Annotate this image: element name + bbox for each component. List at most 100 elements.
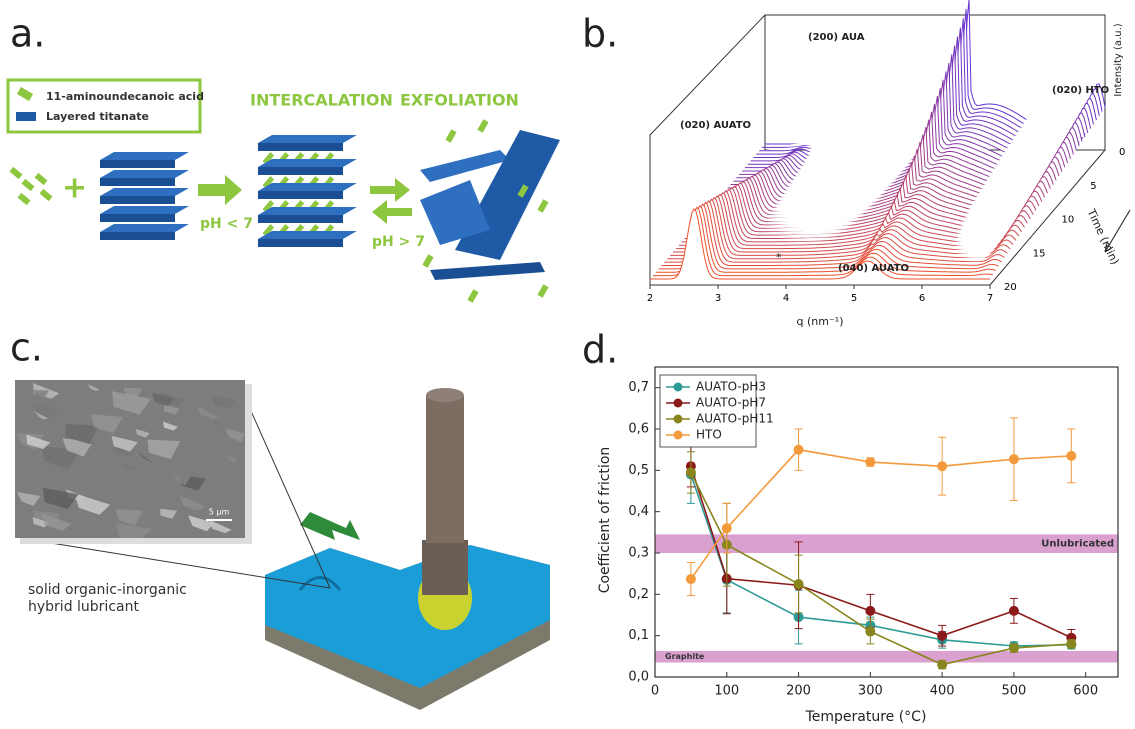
x-tick-label: 5	[851, 293, 857, 304]
legend-label: AUATO-pH3	[696, 380, 766, 394]
legend-marker	[674, 399, 683, 408]
arrow	[370, 178, 410, 202]
x-tick-label: 500	[1002, 684, 1027, 699]
axis-label: Time (min)	[1084, 206, 1121, 267]
slab-side	[100, 196, 175, 204]
slab-top	[100, 152, 189, 160]
point	[865, 627, 875, 637]
point	[686, 467, 696, 477]
band-label: Unlubricated	[1041, 539, 1114, 550]
lubricant-film	[265, 545, 550, 688]
molecule	[537, 199, 548, 212]
peak-label: (020) AUATO	[680, 120, 751, 131]
y-tick-label: 0,2	[628, 587, 649, 602]
series-line	[691, 472, 1071, 664]
point	[937, 631, 947, 641]
axis-label: q (nm⁻¹)	[797, 315, 844, 328]
panel-label: b.	[582, 12, 618, 56]
x-tick-label: 2	[647, 293, 653, 304]
molecule	[445, 129, 456, 142]
y-tick-label: 0,3	[628, 546, 649, 561]
x-tick-label: 7	[987, 293, 993, 304]
point	[865, 457, 875, 467]
time-tick-label: 5	[1090, 181, 1096, 192]
y-tick-label: 0,5	[628, 463, 649, 478]
time-tick-label: 10	[1062, 215, 1075, 226]
point	[937, 461, 947, 471]
slab-top	[100, 188, 189, 196]
slab-top	[100, 170, 189, 178]
legend-marker	[674, 383, 683, 392]
x-tick-label: 300	[858, 684, 883, 699]
waterfall: 23456705101520	[647, 0, 1130, 304]
point	[794, 445, 804, 455]
molecule	[422, 254, 433, 267]
point	[1009, 643, 1019, 653]
y-tick-label: 0,6	[628, 422, 649, 437]
y-tick-label: 0,4	[628, 504, 649, 519]
molecule	[537, 284, 548, 297]
x-tick-label: 400	[930, 684, 955, 699]
peak-label: (040) AUATO	[838, 263, 909, 274]
figure: a. 11-aminoundecanoic acid Layered titan…	[0, 0, 1135, 729]
stage-label: EXFOLIATION	[400, 91, 519, 110]
molecule	[9, 167, 22, 179]
legend-label: AUATO-pH7	[696, 396, 766, 410]
peak-label: (200) AUA	[808, 32, 865, 43]
arrow	[198, 175, 242, 205]
time-tick-label: 20	[1004, 282, 1017, 293]
point	[865, 606, 875, 616]
slab-side	[258, 143, 343, 151]
slab-top	[258, 135, 357, 143]
slab-top	[258, 183, 357, 191]
band-label: Graphite	[665, 652, 705, 661]
legend-text: 11-aminoundecanoic acid	[46, 90, 204, 103]
x-tick-label: 200	[786, 684, 811, 699]
point	[686, 574, 696, 584]
slab-side	[258, 239, 343, 247]
point	[1066, 451, 1076, 461]
band	[655, 651, 1118, 663]
slab-side	[258, 191, 343, 199]
caption: solid organic-inorganic	[28, 582, 187, 598]
point	[722, 523, 732, 533]
point	[1066, 639, 1076, 649]
condition: pH < 7	[200, 216, 253, 232]
x-tick-label: 3	[715, 293, 721, 304]
point	[794, 579, 804, 589]
molecule	[21, 179, 34, 191]
y-tick-label: 0,7	[628, 380, 649, 395]
zoom-line	[20, 538, 330, 588]
point	[1009, 606, 1019, 616]
slab-side	[258, 215, 343, 223]
axis-label: Intensity (a.u.)	[1113, 23, 1124, 96]
legend-label: HTO	[696, 428, 722, 442]
y-tick-label: 0,1	[628, 628, 649, 643]
page: a. 11-aminoundecanoic acid Layered titan…	[0, 0, 1135, 729]
time-tick-label: 15	[1033, 248, 1046, 259]
slab-side	[100, 214, 175, 222]
slab-top	[100, 224, 189, 232]
slab-top	[258, 231, 357, 239]
legend-marker	[674, 415, 683, 424]
slab-top	[100, 206, 189, 214]
holder	[422, 540, 468, 595]
x-tick-label: 4	[783, 293, 789, 304]
molecule	[34, 173, 47, 185]
scale-label: 5 µm	[209, 508, 230, 517]
slab-side	[258, 167, 343, 175]
slab-icon	[16, 112, 36, 121]
y-axis-label: Coefficient of friction	[597, 447, 613, 594]
slab-top	[258, 159, 357, 167]
point	[937, 660, 947, 670]
legend-box	[8, 80, 200, 132]
molecule	[477, 119, 488, 132]
pin-top	[426, 388, 464, 402]
caption: hybrid lubricant	[28, 599, 139, 615]
x-tick-label: 600	[1073, 684, 1098, 699]
x-axis-label: Temperature (°C)	[805, 709, 927, 725]
legend-label: AUATO-pH11	[696, 412, 774, 426]
molecule	[467, 289, 478, 302]
stage-label: INTERCALATION	[250, 91, 393, 110]
